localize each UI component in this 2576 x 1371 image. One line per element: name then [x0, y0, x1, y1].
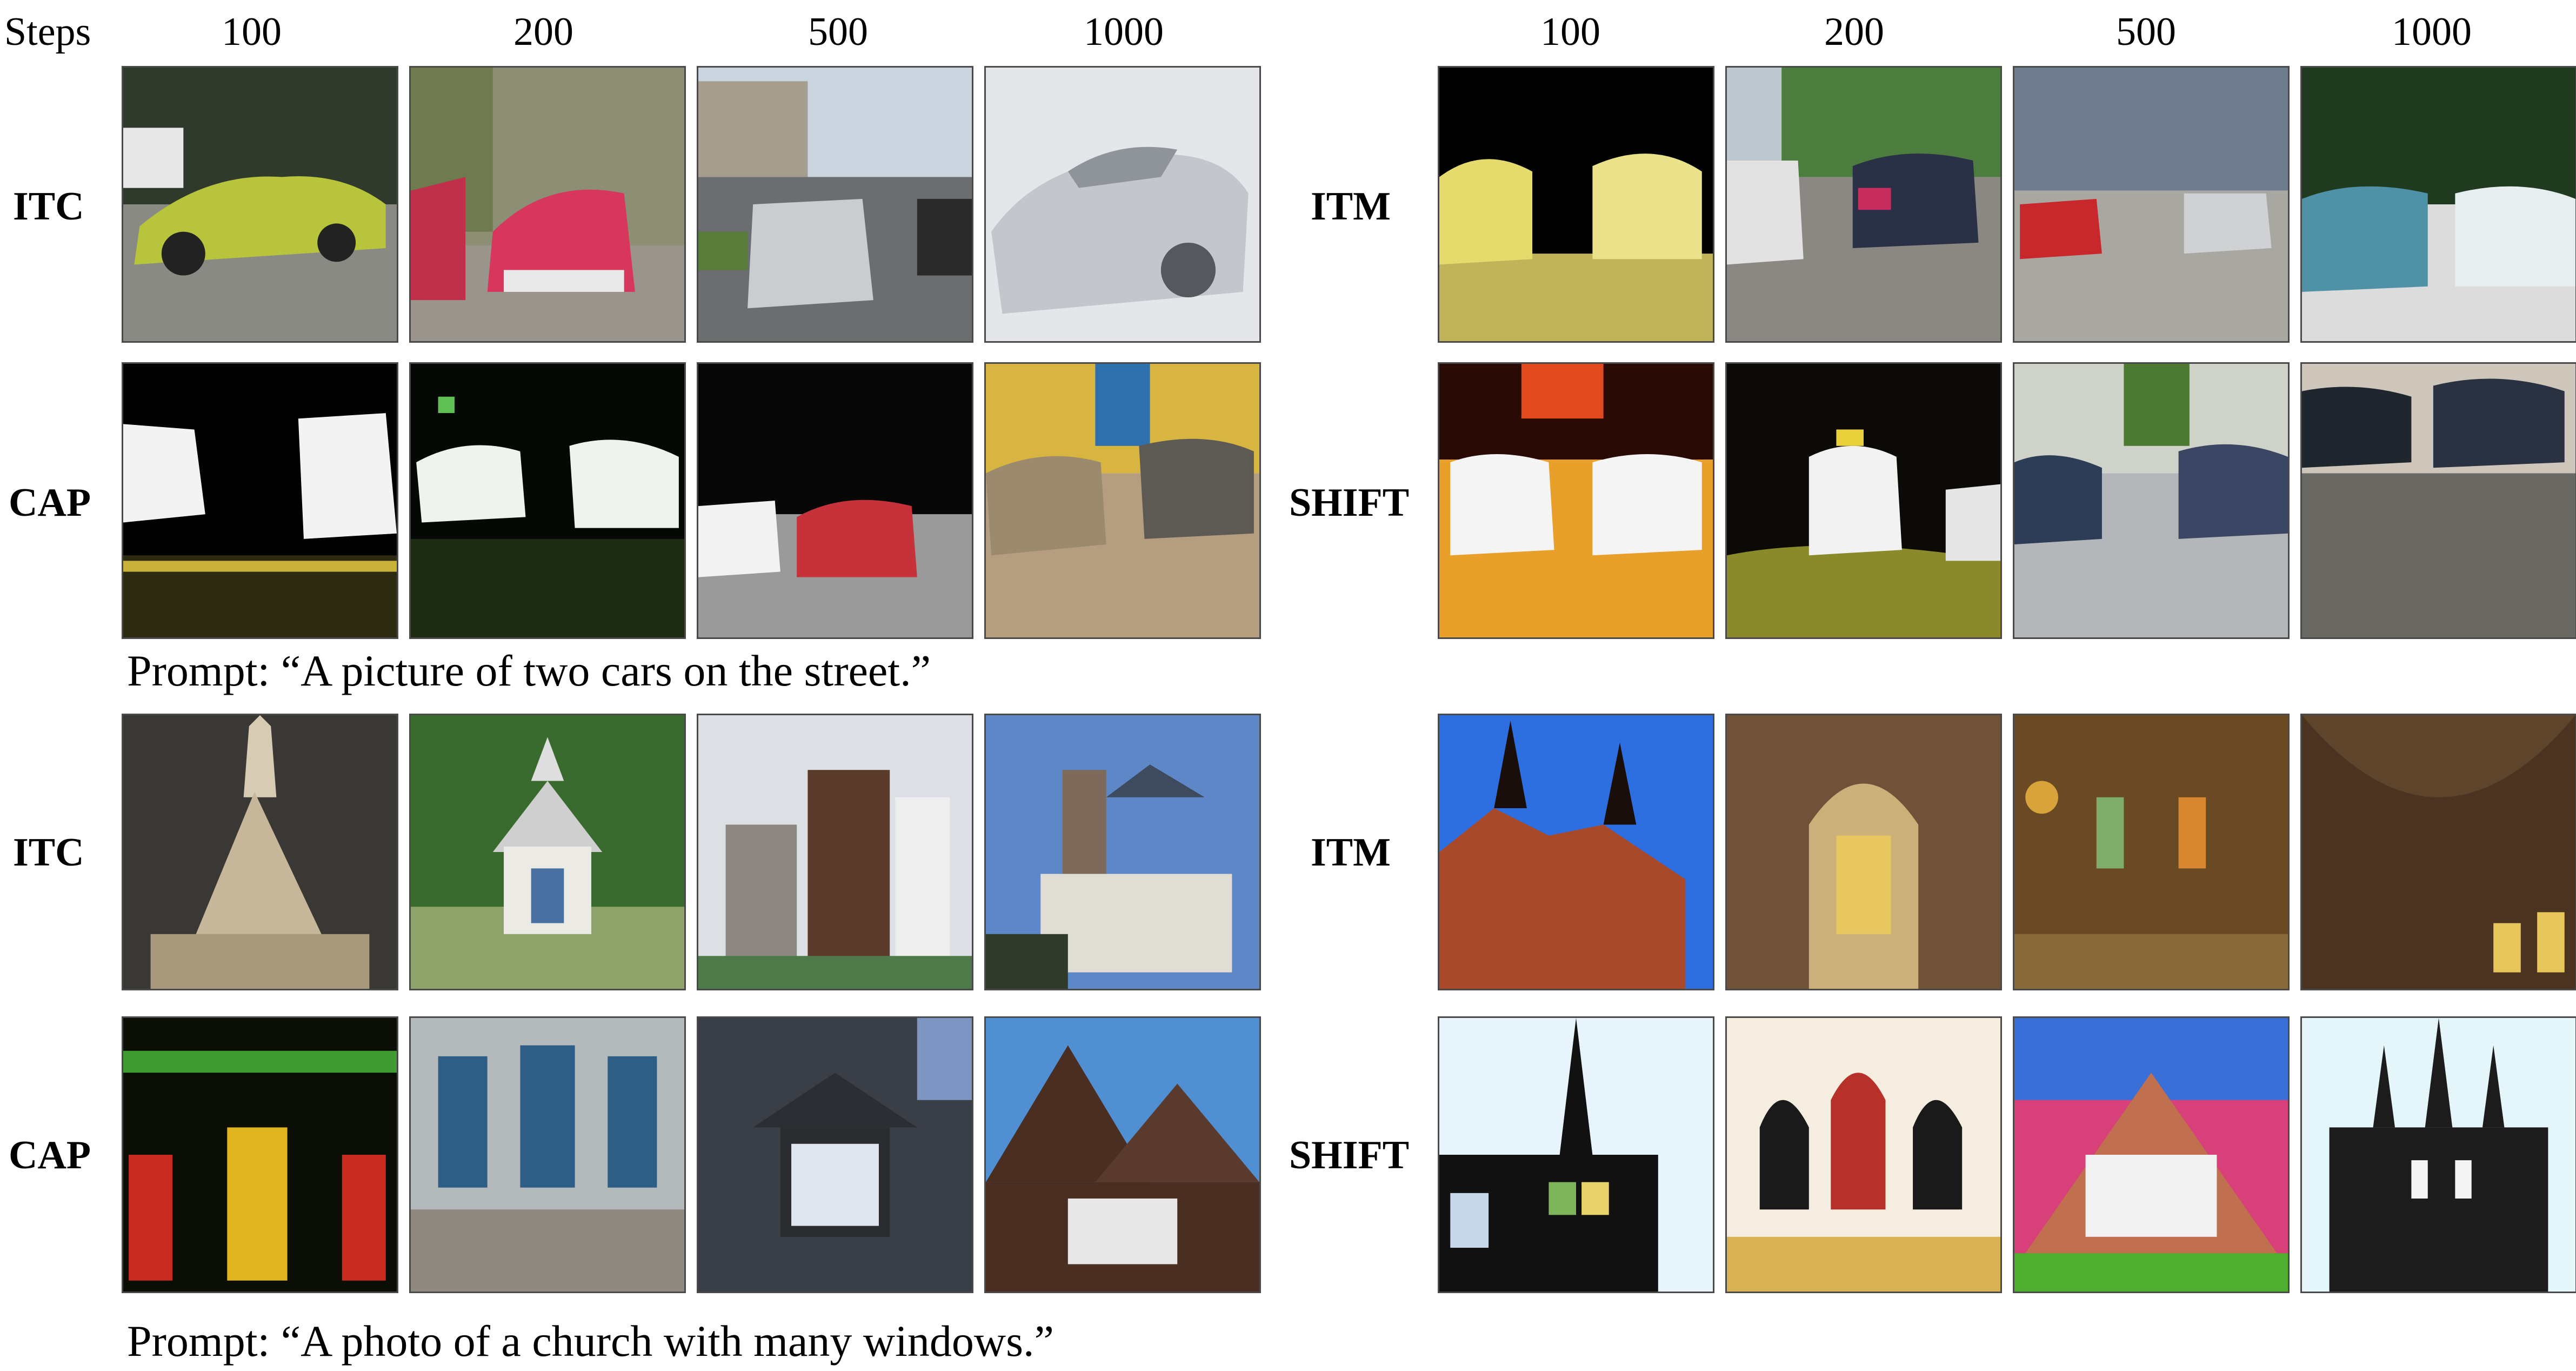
image-cars-cap-1000	[984, 362, 1261, 639]
image-church-itc-1000	[984, 714, 1261, 990]
image-cars-shift-500	[2013, 362, 2290, 639]
image-church-shift-100	[1438, 1016, 1714, 1293]
left-col-header-500: 500	[808, 10, 868, 54]
right-col-header-1000: 1000	[2392, 10, 2472, 54]
row-label-cars-cap: CAP	[9, 481, 91, 525]
image-church-itc-200	[409, 714, 686, 990]
image-church-cap-1000	[984, 1016, 1261, 1293]
image-cars-itc-500	[697, 66, 973, 343]
image-church-itm-500	[2013, 714, 2290, 990]
row-label-cars-itc: ITC	[13, 184, 84, 229]
image-church-itm-100	[1438, 714, 1714, 990]
image-cars-cap-500	[697, 362, 973, 639]
image-cars-shift-1000	[2300, 362, 2576, 639]
steps-label: Steps	[4, 10, 91, 54]
image-cars-cap-200	[409, 362, 686, 639]
right-col-header-500: 500	[2116, 10, 2176, 54]
left-col-header-200: 200	[513, 10, 573, 54]
image-cars-itc-100	[122, 66, 398, 343]
left-col-header-1000: 1000	[1084, 10, 1164, 54]
image-cars-cap-100	[122, 362, 398, 639]
image-church-shift-1000	[2300, 1016, 2576, 1293]
row-label-church-itm: ITM	[1311, 830, 1391, 875]
image-church-shift-200	[1725, 1016, 2002, 1293]
prompt-cars: Prompt: “A picture of two cars on the st…	[127, 646, 931, 695]
image-church-itm-1000	[2300, 714, 2576, 990]
image-cars-itm-1000	[2300, 66, 2576, 343]
row-label-cars-itm: ITM	[1311, 184, 1391, 229]
image-church-itc-500	[697, 714, 973, 990]
image-cars-itc-1000	[984, 66, 1261, 343]
row-label-church-itc: ITC	[13, 830, 84, 875]
image-cars-itm-500	[2013, 66, 2290, 343]
row-label-church-shift: SHIFT	[1289, 1133, 1410, 1177]
image-cars-shift-200	[1725, 362, 2002, 639]
right-col-header-100: 100	[1540, 10, 1600, 54]
image-church-cap-500	[697, 1016, 973, 1293]
row-label-cars-shift: SHIFT	[1289, 481, 1410, 525]
image-church-cap-100	[122, 1016, 398, 1293]
image-cars-itc-200	[409, 66, 686, 343]
image-church-shift-500	[2013, 1016, 2290, 1293]
right-col-header-200: 200	[1824, 10, 1884, 54]
image-cars-itm-200	[1725, 66, 2002, 343]
image-church-itm-200	[1725, 714, 2002, 990]
image-cars-itm-100	[1438, 66, 1714, 343]
prompt-church: Prompt: “A photo of a church with many w…	[127, 1316, 1054, 1366]
left-col-header-100: 100	[222, 10, 282, 54]
image-church-cap-200	[409, 1016, 686, 1293]
row-label-church-cap: CAP	[9, 1133, 91, 1177]
image-church-itc-100	[122, 714, 398, 990]
image-cars-shift-100	[1438, 362, 1714, 639]
